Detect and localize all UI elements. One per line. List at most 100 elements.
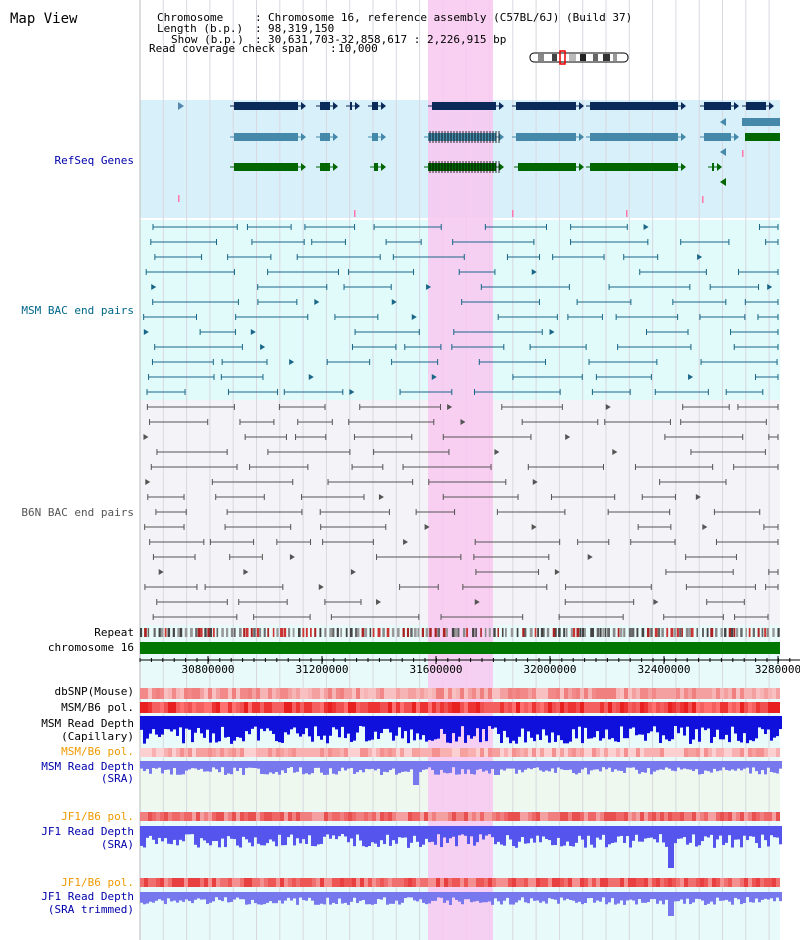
bac-end-arrow[interactable]: [531, 269, 537, 275]
gene-exon-block[interactable]: [320, 163, 330, 171]
gene-exon-block[interactable]: [350, 102, 352, 110]
variant-density-cell: [156, 688, 160, 699]
bac-end-arrow[interactable]: [143, 434, 149, 440]
bac-end-arrow[interactable]: [554, 569, 560, 575]
bac-end-arrow[interactable]: [376, 599, 382, 605]
bac-end-arrow[interactable]: [653, 599, 659, 605]
bac-end-arrow[interactable]: [612, 449, 618, 455]
bac-end-arrow[interactable]: [391, 299, 397, 305]
bac-end-arrow[interactable]: [426, 284, 432, 290]
bac-end-arrow[interactable]: [308, 374, 314, 380]
msm-read-depth-cap-label[interactable]: MSM Read Depth: [41, 717, 134, 730]
repeat-element: [212, 628, 215, 637]
bac-end-arrow[interactable]: [260, 344, 266, 350]
msm-b6-pol-sra-label[interactable]: MSM/B6 pol.: [61, 745, 134, 758]
gene-exon-block[interactable]: [374, 163, 378, 171]
chromosome-bar[interactable]: [140, 642, 780, 654]
gene-exon-block[interactable]: [320, 102, 330, 110]
dbsnp-label[interactable]: dbSNP(Mouse): [55, 685, 134, 698]
bac-end-arrow[interactable]: [143, 329, 149, 335]
bac-end-arrow[interactable]: [549, 329, 555, 335]
bac-end-arrow[interactable]: [145, 479, 151, 485]
bac-end-arrow[interactable]: [318, 584, 324, 590]
gene-exon-block[interactable]: [745, 133, 780, 141]
bac-end-arrow[interactable]: [378, 494, 384, 500]
bac-end-arrow[interactable]: [403, 539, 409, 545]
bac-end-arrow[interactable]: [243, 569, 249, 575]
gene-exon-block[interactable]: [372, 102, 378, 110]
gene-exon-block[interactable]: [372, 133, 378, 141]
bac-end-arrow[interactable]: [349, 389, 355, 395]
b6n-bac-pairs-track[interactable]: [143, 404, 779, 620]
bac-end-arrow[interactable]: [289, 554, 295, 560]
variant-density-cell: [492, 688, 496, 699]
gene-exon-block[interactable]: [428, 133, 496, 141]
gene-exon-block[interactable]: [516, 102, 576, 110]
bac-end-arrow[interactable]: [350, 569, 356, 575]
bac-end-arrow[interactable]: [643, 224, 649, 230]
bac-end-arrow[interactable]: [532, 479, 538, 485]
bac-end-arrow[interactable]: [151, 284, 157, 290]
depth-bar: [623, 761, 626, 773]
bac-end-arrow[interactable]: [767, 284, 773, 290]
gene-exon-block[interactable]: [432, 102, 496, 110]
show-label: Show (b.p.): [171, 33, 244, 46]
repeat-label[interactable]: Repeat: [94, 626, 134, 639]
gene-exon-block[interactable]: [320, 133, 330, 141]
gene-exon-block[interactable]: [746, 102, 766, 110]
msm-bac-pairs-track[interactable]: [143, 224, 779, 395]
gene-exon-block[interactable]: [704, 102, 731, 110]
gene-exon-block[interactable]: [234, 163, 298, 171]
refseq-genes-track[interactable]: [178, 102, 780, 217]
bac-end-arrow[interactable]: [411, 314, 417, 320]
bac-end-arrow[interactable]: [688, 374, 694, 380]
selection-highlight[interactable]: [428, 0, 493, 940]
gene-exon-block[interactable]: [704, 133, 731, 141]
repeat-track[interactable]: [140, 628, 780, 637]
bac-end-arrow[interactable]: [474, 599, 480, 605]
jf1-read-depth-label[interactable]: JF1 Read Depth: [41, 825, 134, 838]
variant-depth-tracks[interactable]: [140, 688, 782, 916]
gene-exon-block[interactable]: [742, 118, 780, 126]
bac-end-arrow[interactable]: [605, 404, 611, 410]
repeat-element: [752, 628, 755, 637]
gene-exon-block[interactable]: [516, 133, 576, 141]
depth-bar: [254, 826, 257, 838]
bac-end-arrow[interactable]: [158, 569, 164, 575]
bac-end-arrow[interactable]: [697, 254, 703, 260]
gene-exon-block[interactable]: [234, 133, 298, 141]
gene-exon-block[interactable]: [234, 102, 298, 110]
gene-exon-block[interactable]: [590, 133, 678, 141]
jf1-b6-pol-trimmed-label[interactable]: JF1/B6 pol.: [61, 876, 134, 889]
gene-exon-block[interactable]: [590, 102, 678, 110]
bac-end-arrow[interactable]: [565, 434, 571, 440]
bac-end-arrow[interactable]: [494, 449, 500, 455]
msm-b6-pol-label[interactable]: MSM/B6 pol.: [61, 701, 134, 714]
bac-end-arrow[interactable]: [431, 374, 437, 380]
refseq-label[interactable]: RefSeq Genes: [55, 154, 134, 167]
gene-exon-block[interactable]: [428, 163, 496, 171]
msm-bac-label[interactable]: MSM BAC end pairs: [21, 304, 134, 317]
chromosome-ideogram[interactable]: [529, 50, 629, 65]
depth-bar: [671, 892, 674, 916]
bac-end-arrow[interactable]: [695, 494, 701, 500]
msm-read-depth-sra-label[interactable]: MSM Read Depth: [41, 760, 134, 773]
variant-density-cell: [480, 688, 484, 699]
jf1-b6-pol-label[interactable]: JF1/B6 pol.: [61, 810, 134, 823]
gene-exon-block[interactable]: [518, 163, 576, 171]
bac-end-arrow[interactable]: [447, 404, 453, 410]
bac-end-arrow[interactable]: [314, 299, 320, 305]
bac-end-arrow[interactable]: [424, 524, 430, 530]
gene-exon-block[interactable]: [590, 163, 678, 171]
bac-end-arrow[interactable]: [702, 524, 708, 530]
jf1-read-depth-trimmed-label[interactable]: JF1 Read Depth: [41, 890, 134, 903]
chromosome-track-label[interactable]: chromosome 16: [48, 641, 134, 654]
bac-end-arrow[interactable]: [460, 419, 466, 425]
bac-end-arrow[interactable]: [289, 359, 295, 365]
b6n-bac-label[interactable]: B6N BAC end pairs: [21, 506, 134, 519]
bac-end-arrow[interactable]: [531, 524, 537, 530]
gene-exon-block[interactable]: [712, 163, 714, 171]
bac-end-arrow[interactable]: [587, 554, 593, 560]
bac-end-arrow[interactable]: [250, 329, 256, 335]
